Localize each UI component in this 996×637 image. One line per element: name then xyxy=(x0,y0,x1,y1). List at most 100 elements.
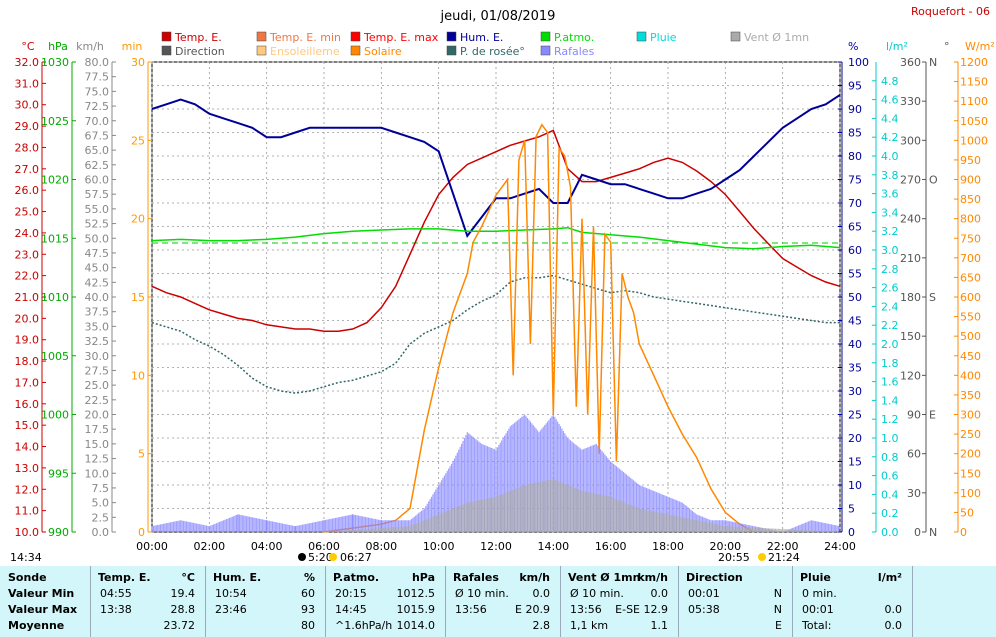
axis-tick-label: 32.5 xyxy=(85,335,110,348)
axis-tick-label: 85 xyxy=(848,127,862,140)
legend-label: Temp. E. xyxy=(174,31,222,44)
axis-tick-label: 42.5 xyxy=(85,276,110,289)
summary-cell: 23:46 xyxy=(215,603,247,616)
legend-swatch xyxy=(350,31,361,42)
axis-tick-label: 20.0 xyxy=(15,312,40,325)
summary-cell: 05:38 xyxy=(688,603,720,616)
axis-tick-label: 5.0 xyxy=(92,497,110,510)
axis-tick-label: 50 xyxy=(960,506,974,519)
axis-tick-label: 250 xyxy=(960,428,981,441)
axis-tick-label: 50 xyxy=(848,291,862,304)
summary-value: 0.0 xyxy=(532,587,551,600)
summary-unit: l/m² xyxy=(877,571,902,584)
axis-tick-label: 550 xyxy=(960,311,981,324)
legend-swatch xyxy=(446,45,457,56)
x-tick-label: 22:00 xyxy=(767,540,799,553)
axis-tick-label: 67.5 xyxy=(85,129,110,142)
axis-tick-label: 330 xyxy=(900,95,921,108)
x-tick-label: 24:00 xyxy=(824,540,856,553)
axis-tick-label: 270 xyxy=(900,174,921,187)
x-tick-label: 00:00 xyxy=(136,540,168,553)
summary-header: Rafales xyxy=(453,571,499,584)
x-tick-label: 16:00 xyxy=(595,540,627,553)
summary-value: E xyxy=(775,619,782,632)
summary-header: P.atmo. xyxy=(333,571,380,584)
axis-tick-label: N xyxy=(929,56,937,69)
axis-unit-label: ° xyxy=(944,40,950,53)
legend-label: P.atmo. xyxy=(554,31,594,44)
sunrise-label: 5:20 xyxy=(308,551,333,564)
legend-swatch xyxy=(540,45,551,56)
legend-swatch xyxy=(350,45,361,56)
axis-tick-label: 1050 xyxy=(960,115,988,128)
axis-unit-label: % xyxy=(848,40,858,53)
axis-tick-label: 14.0 xyxy=(15,441,40,454)
axis-tick-label: 21.0 xyxy=(15,291,40,304)
axis-tick-label: 4.2 xyxy=(881,131,899,144)
axis-tick-label: 5 xyxy=(848,503,855,516)
axis-tick-label: 26.0 xyxy=(15,184,40,197)
axis-tick-label: 200 xyxy=(960,448,981,461)
sunrise2-label: 06:27 xyxy=(340,551,372,564)
axis-tick-label: 850 xyxy=(960,193,981,206)
axis-tick-label: S xyxy=(929,291,936,304)
axis-tick-label: 62.5 xyxy=(85,159,110,172)
summary-unit: % xyxy=(303,571,315,584)
axis-tick-label: 75.0 xyxy=(85,85,110,98)
axis-tick-label: 1000 xyxy=(41,409,69,422)
summary-value: N xyxy=(773,603,782,616)
summary-value: 2.8 xyxy=(532,619,551,632)
axis-tick-label: 700 xyxy=(960,252,981,265)
axis-tick-label: 0 xyxy=(848,526,855,539)
axis-tick-label: 800 xyxy=(960,213,981,226)
axis-tick-label: 22.5 xyxy=(85,394,110,407)
legend-label: Rafales xyxy=(554,45,595,58)
summary-value: 1014.0 xyxy=(396,619,436,632)
axis-tick-label: 20 xyxy=(131,213,145,226)
axis-tick-label: 27.0 xyxy=(15,163,40,176)
legend-label: Solaire xyxy=(364,45,402,58)
axis-tick-label: 50.0 xyxy=(85,232,110,245)
summary-header: Hum. E. xyxy=(213,571,262,584)
legend-swatch xyxy=(636,31,647,42)
axis-tick-label: 30 xyxy=(848,385,862,398)
axis-tick-label: 37.5 xyxy=(85,306,110,319)
axis-tick-label: 45 xyxy=(848,315,862,328)
axis-tick-label: 20 xyxy=(848,432,862,445)
axis-tick-label: 2.0 xyxy=(881,338,899,351)
axis-tick-label: 72.5 xyxy=(85,100,110,113)
axis-tick-label: 17.0 xyxy=(15,376,40,389)
summary-column: Sonde Valeur Min Valeur Max Moyenne xyxy=(0,566,91,637)
axis-tick-label: 7.5 xyxy=(92,482,110,495)
axis-tick-label: 15 xyxy=(848,456,862,469)
summary-cell: 20:15 xyxy=(335,587,367,600)
axis-tick-label: 450 xyxy=(960,350,981,363)
axis-tick-label: N xyxy=(929,526,937,539)
summary-cell: 13:56 xyxy=(455,603,487,616)
sunset-label: 20:55 xyxy=(718,551,750,564)
axis-tick-label: 1.0 xyxy=(881,432,899,445)
axis-tick-label: 1030 xyxy=(41,56,69,69)
axis-tick-label: O xyxy=(929,174,938,187)
legend-swatch xyxy=(161,45,172,56)
station-name: Roquefort - 06 xyxy=(911,5,990,18)
axis-tick-label: 3.4 xyxy=(881,206,899,219)
axis-tick-label: 210 xyxy=(900,252,921,265)
series-solaire xyxy=(323,123,755,533)
summary-cell: 10:54 xyxy=(215,587,247,600)
summary-value: E-SE 12.9 xyxy=(615,603,668,616)
legend-swatch xyxy=(256,45,267,56)
axis-tick-label: 12.5 xyxy=(85,453,110,466)
axis-tick-label: 47.5 xyxy=(85,247,110,260)
axis-tick-label: 0.0 xyxy=(881,526,899,539)
axis-tick-label: 0.8 xyxy=(881,451,899,464)
axis-tick-label: 65 xyxy=(848,221,862,234)
axis-tick-label: 650 xyxy=(960,271,981,284)
summary-cell: 00:01 xyxy=(688,587,720,600)
axis-unit-label: hPa xyxy=(48,40,68,53)
axis-tick-label: 10.0 xyxy=(85,467,110,480)
axis-tick-label: 360 xyxy=(900,56,921,69)
summary-cell: 13:38 xyxy=(100,603,132,616)
axis-tick-label: 60 xyxy=(907,448,921,461)
axis-tick-label: 95 xyxy=(848,80,862,93)
